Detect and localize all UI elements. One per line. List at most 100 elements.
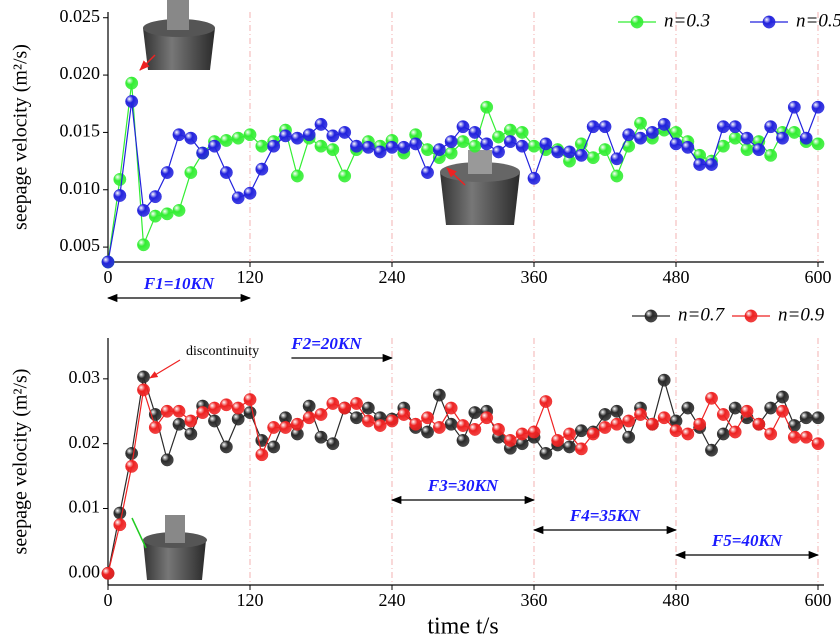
data-point <box>421 166 434 179</box>
data-point <box>527 425 541 439</box>
data-point <box>350 411 363 425</box>
data-point <box>657 373 671 387</box>
x-tick-label: 0 <box>104 590 113 610</box>
data-point <box>657 117 671 131</box>
load-label: F4=35KN <box>569 506 641 525</box>
data-point <box>444 401 458 415</box>
note: discontinuity <box>186 344 259 359</box>
data-point <box>563 440 576 454</box>
photo <box>131 515 207 580</box>
data-point <box>137 370 150 384</box>
data-point <box>669 424 683 438</box>
data-point <box>125 446 139 460</box>
data-point <box>101 566 115 580</box>
data-point <box>622 128 636 142</box>
data-point <box>693 417 707 431</box>
data-point <box>787 419 801 432</box>
data-point <box>610 417 624 431</box>
data-point <box>811 411 825 425</box>
data-point <box>586 427 600 441</box>
y-tick-label: 0.02 <box>69 432 101 452</box>
data-point <box>574 424 588 438</box>
data-point <box>705 391 718 405</box>
data-point <box>776 131 789 145</box>
data-point <box>125 459 139 473</box>
data-point <box>776 404 789 418</box>
data-point <box>811 437 825 451</box>
data-point <box>456 434 470 447</box>
data-point <box>574 442 588 456</box>
data-point <box>219 398 233 412</box>
data-point <box>125 76 139 90</box>
data-point <box>622 430 636 444</box>
data-point <box>468 139 482 153</box>
data-point <box>432 143 446 157</box>
load-label: F2=20KN <box>290 334 362 353</box>
data-point <box>539 395 553 408</box>
data-point <box>326 437 340 451</box>
photo <box>440 150 520 225</box>
data-point <box>397 408 411 421</box>
data-point <box>361 401 375 415</box>
y-tick-label: 0.020 <box>60 63 101 83</box>
legend-label: n=0.7 <box>678 304 726 325</box>
data-point <box>184 414 198 428</box>
data-point <box>492 145 505 159</box>
legend-marker <box>630 15 644 29</box>
data-point <box>799 411 813 425</box>
data-point <box>444 146 458 160</box>
data-point <box>622 414 636 428</box>
data-point <box>302 399 316 413</box>
data-point <box>610 152 624 166</box>
data-point <box>267 139 281 153</box>
legend-label: n=0.9 <box>778 304 825 325</box>
data-point <box>196 406 210 419</box>
data-point <box>160 207 174 221</box>
data-point <box>385 140 399 154</box>
data-point <box>681 401 695 415</box>
x-tick-label: 480 <box>663 590 690 610</box>
data-point <box>610 404 624 418</box>
load-label: F3=30KN <box>427 476 499 495</box>
data-point <box>397 140 411 154</box>
legend-label: n=0.3 <box>664 10 710 31</box>
legend-marker <box>644 309 658 323</box>
y-tick-label: 0.010 <box>60 178 101 198</box>
data-point <box>243 406 257 419</box>
data-point <box>432 421 446 434</box>
data-point <box>586 151 600 165</box>
data-point <box>160 166 174 179</box>
data-point <box>172 404 186 418</box>
data-point <box>527 171 541 185</box>
data-point <box>208 401 221 415</box>
data-point <box>290 131 304 145</box>
y-tick-label: 0.01 <box>69 497 101 517</box>
data-point <box>728 425 742 439</box>
data-point <box>314 408 328 421</box>
data-point <box>231 401 245 415</box>
data-point <box>385 414 399 428</box>
data-point <box>657 411 671 425</box>
data-point <box>492 423 505 436</box>
data-point <box>184 427 198 441</box>
data-point <box>113 518 127 532</box>
data-point <box>764 427 778 441</box>
data-point <box>338 401 352 415</box>
data-point <box>267 421 281 434</box>
data-point <box>444 417 458 431</box>
data-point <box>681 427 695 441</box>
data-point <box>503 434 517 447</box>
data-point <box>480 137 494 151</box>
x-tick-label: 600 <box>805 590 832 610</box>
data-point <box>598 143 612 157</box>
data-point <box>468 406 482 419</box>
data-point <box>196 146 210 160</box>
data-point <box>172 417 186 431</box>
data-point <box>480 411 494 425</box>
data-point <box>563 427 576 441</box>
data-point <box>148 421 162 434</box>
data-point <box>421 143 434 157</box>
data-point <box>314 117 328 131</box>
data-point <box>113 173 127 186</box>
data-point <box>752 143 766 157</box>
